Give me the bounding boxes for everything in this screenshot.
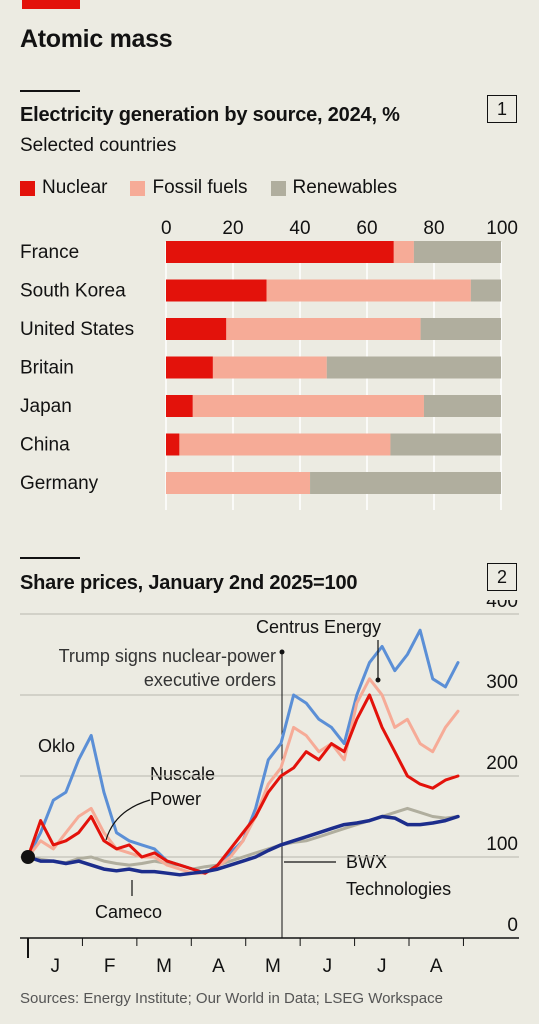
legend-item-renewables: Renewables	[270, 177, 398, 199]
legend-item-nuclear: Nuclear	[20, 177, 107, 199]
month-label: A	[212, 956, 225, 977]
page-title: Atomic mass	[20, 25, 173, 53]
series-line-cameco	[26, 806, 460, 871]
y-tick-label: 300	[486, 672, 518, 693]
bar-nuclear	[166, 279, 267, 302]
bar-nuclear	[166, 318, 227, 340]
event-marker	[279, 649, 285, 655]
x-tick-label: 0	[161, 218, 172, 239]
category-label: South Korea	[20, 281, 126, 302]
bar-renewables	[326, 356, 501, 379]
bar-fossil-fuels	[226, 318, 421, 340]
x-tick-label: 20	[222, 218, 243, 239]
series-line-nuscale-power	[26, 677, 460, 875]
month-label: J	[323, 956, 333, 977]
line-chart: Trump signs nuclear-power executive orde…	[20, 600, 519, 977]
bar-renewables	[420, 318, 501, 340]
annotation-centrus: Centrus Energy	[256, 617, 381, 637]
nuscale-pointer	[105, 799, 151, 841]
chart1-legend: Nuclear Fossil fuels Renewables	[20, 177, 420, 199]
category-label: United States	[20, 319, 134, 340]
annotation-nuscale-line1: Nuscale	[150, 764, 215, 784]
legend-item-fossil: Fossil fuels	[130, 177, 248, 199]
bar-renewables	[310, 472, 501, 494]
legend-swatch-nuclear	[20, 180, 35, 196]
legend-swatch-renewables	[270, 180, 286, 196]
bar-nuclear	[166, 395, 193, 417]
x-tick-label: 40	[289, 218, 310, 239]
annotation-trump-line2: executive orders	[144, 670, 276, 690]
chart1-number-box: 1	[487, 95, 517, 123]
chart1-subtitle: Selected countries	[20, 135, 177, 156]
month-label: A	[430, 956, 443, 977]
chart2-number-box: 2	[487, 563, 517, 591]
chart1-title: Electricity generation by source, 2024, …	[20, 104, 400, 126]
y-tick-label: 100	[486, 834, 518, 855]
bar-fossil-fuels	[179, 433, 391, 456]
brand-tab	[22, 0, 80, 9]
chart1-rule	[20, 90, 80, 92]
x-tick-label: 60	[356, 218, 377, 239]
bar-nuclear	[166, 241, 394, 263]
annotation-oklo: Oklo	[38, 736, 75, 756]
month-label: J	[377, 956, 387, 977]
bar-renewables	[423, 395, 501, 417]
annotation-bwx-line1: BWX	[346, 852, 387, 872]
month-label: M	[156, 956, 172, 977]
bar-fossil-fuels	[266, 279, 471, 302]
annotation-nuscale-line2: Power	[150, 789, 201, 809]
bar-fossil-fuels	[166, 472, 311, 494]
bar-fossil-fuels	[393, 241, 414, 263]
bar-chart: 0 20 40 60 80 100 France South Korea United Stat…	[20, 218, 518, 510]
annotation-bwx-line2: Technologies	[346, 879, 451, 899]
legend-label-nuclear: Nuclear	[42, 177, 108, 198]
legend-swatch-fossil	[130, 180, 146, 196]
annotation-cameco: Cameco	[95, 902, 162, 922]
category-label: Britain	[20, 358, 74, 379]
bar-fossil-fuels	[192, 395, 424, 417]
centrus-pointer-dot	[375, 677, 381, 683]
y-tick-label: 400	[486, 600, 518, 612]
category-label: Japan	[20, 396, 72, 417]
bar-nuclear	[166, 356, 213, 379]
chart2-rule	[20, 557, 80, 559]
source-note: Sources: Energy Institute; Our World in …	[20, 990, 443, 1007]
y-tick-label: 200	[486, 753, 518, 774]
series-line-bwx-technologies	[26, 814, 460, 877]
bar-fossil-fuels	[212, 356, 327, 379]
category-label: Germany	[20, 473, 99, 494]
series-line-centrus-energy	[26, 693, 460, 875]
month-label: J	[50, 956, 60, 977]
y-tick-label: 0	[507, 915, 518, 936]
x-tick-label: 100	[486, 218, 518, 239]
x-tick-label: 80	[423, 218, 444, 239]
chart2-title: Share prices, January 2nd 2025=100	[20, 572, 358, 594]
base-point	[21, 850, 35, 864]
bar-renewables	[390, 433, 501, 456]
category-label: France	[20, 242, 79, 263]
annotation-trump-line1: Trump signs nuclear-power	[59, 646, 276, 666]
bar-nuclear	[166, 433, 180, 456]
month-label: F	[104, 956, 116, 977]
legend-label-renewables: Renewables	[292, 177, 398, 198]
legend-label-fossil: Fossil fuels	[152, 177, 248, 198]
category-label: China	[20, 435, 70, 456]
bar-renewables	[413, 241, 501, 263]
bar-renewables	[470, 279, 501, 302]
month-label: M	[265, 956, 281, 977]
